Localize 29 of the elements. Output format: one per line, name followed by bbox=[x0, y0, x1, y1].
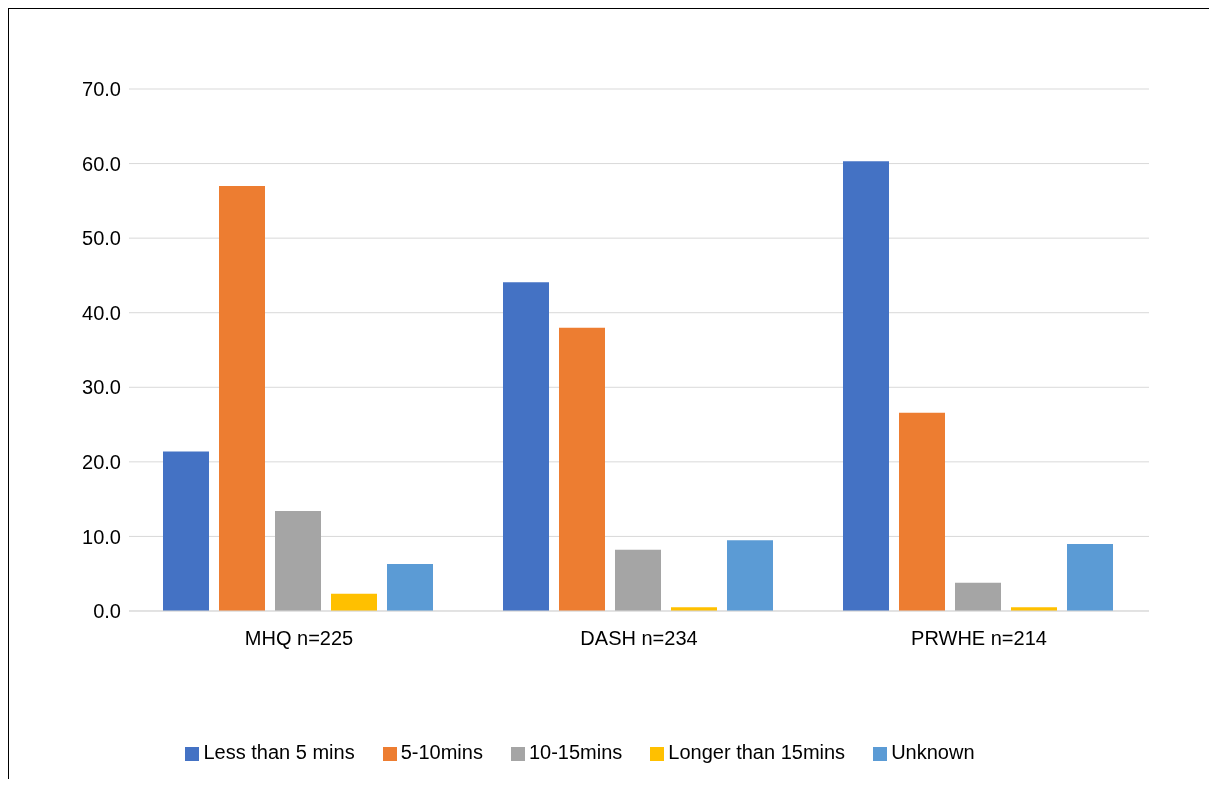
bar bbox=[843, 161, 889, 611]
y-tick-label: 30.0 bbox=[82, 376, 121, 399]
bar bbox=[503, 282, 549, 611]
bar bbox=[275, 511, 321, 611]
bar bbox=[899, 412, 945, 611]
x-tick-label: PRWHE n=214 bbox=[911, 627, 1047, 650]
bar bbox=[331, 593, 377, 611]
y-tick-label: 50.0 bbox=[82, 227, 121, 250]
y-tick-label: 70.0 bbox=[82, 78, 121, 101]
x-tick-label: MHQ n=225 bbox=[244, 627, 354, 650]
legend-label: Longer than 15mins bbox=[668, 741, 846, 763]
legend-label: 5-10mins bbox=[400, 741, 483, 763]
bar bbox=[559, 327, 605, 611]
y-tick-label: 20.0 bbox=[82, 450, 121, 473]
x-tick-label: DASH n=234 bbox=[580, 627, 698, 650]
bar bbox=[219, 185, 265, 611]
bar bbox=[1067, 543, 1113, 611]
bar bbox=[387, 564, 433, 611]
legend-label: 10-15mins bbox=[528, 741, 623, 763]
bar bbox=[163, 451, 209, 611]
bar bbox=[955, 582, 1001, 611]
legend-label: Unknown bbox=[891, 741, 975, 763]
y-tick-label: 10.0 bbox=[82, 525, 121, 548]
bar bbox=[727, 540, 773, 611]
bar bbox=[615, 549, 661, 611]
y-tick-label: 40.0 bbox=[82, 301, 121, 324]
legend-label: Less than 5 mins bbox=[203, 741, 355, 763]
y-tick-label: 0.0 bbox=[93, 600, 121, 623]
y-tick-label: 60.0 bbox=[82, 152, 121, 175]
